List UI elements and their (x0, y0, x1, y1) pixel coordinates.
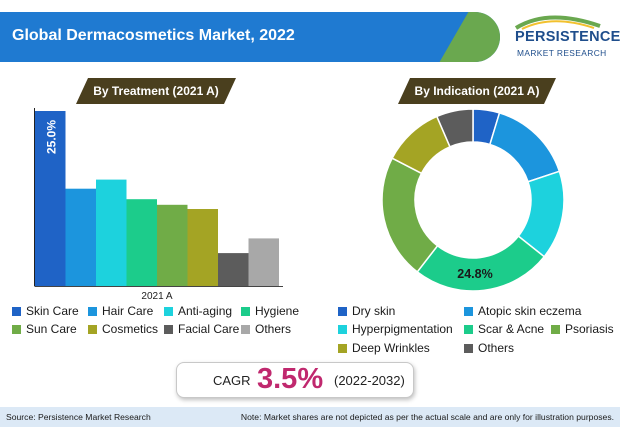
donut-slice-atopic-skin-eczema (488, 112, 561, 183)
legend-label-deep-wrinkles: Deep Wrinkles (352, 341, 430, 355)
legend-item-others: Others (464, 341, 514, 355)
footer-source: Source: Persistence Market Research (6, 412, 151, 422)
legend-swatch-dry-skin (338, 306, 347, 316)
cagr-box: CAGR 3.5% (2022-2032) (176, 362, 414, 398)
legend-swatch-psoriasis (551, 324, 560, 334)
treatment-section-banner: By Treatment (2021 A) (76, 78, 236, 104)
legend-swatch-anti-aging (164, 306, 173, 316)
legend-item-hair-care: Hair Care (88, 304, 153, 318)
legend-label-hygiene: Hygiene (255, 304, 300, 318)
logo-name: PERSISTENCE (515, 29, 620, 45)
legend-label-others: Others (255, 322, 292, 336)
legend-item-hyperpigmentation: Hyperpigmentation (338, 322, 453, 336)
legend-swatch-sun-care (12, 324, 21, 334)
legend-label-cosmetics: Cosmetics (102, 322, 159, 336)
legend-label-dry-skin: Dry skin (352, 304, 396, 318)
legend-swatch-hair-care (88, 306, 97, 316)
footer-note: Note: Market shares are not depicted as … (240, 412, 614, 422)
legend-label-anti-aging: Anti-aging (178, 304, 233, 318)
bar-chart-x-label: 2021 A (141, 291, 172, 302)
legend-label-facial-care: Facial Care (178, 322, 240, 336)
legend-item-deep-wrinkles: Deep Wrinkles (338, 341, 430, 355)
cagr-value: 3.5% (257, 363, 324, 395)
page-title: Global Dermacosmetics Market, 2022 (12, 27, 295, 44)
donut-data-label-scar-and-acne: 24.8% (457, 267, 492, 281)
legend-swatch-skin-care (12, 306, 21, 316)
bar-facial-care (218, 253, 249, 286)
footer: Source: Persistence Market Research Note… (0, 407, 620, 427)
legend-item-atopic-skin-eczema: Atopic skin eczema (464, 304, 581, 318)
legend-label-skin-care: Skin Care (26, 304, 79, 318)
bar-data-label-skin-care: 25.0% (44, 120, 58, 154)
legend-item-others: Others (241, 322, 291, 336)
donut-slice-others (435, 108, 474, 148)
legend-swatch-hyperpigmentation (338, 324, 347, 334)
legend-item-dry-skin: Dry skin (338, 304, 395, 318)
legend-swatch-others (241, 324, 250, 334)
bar-sun-care (157, 204, 188, 286)
legend-swatch-scar-and-acne (464, 324, 473, 334)
legend-label-atopic-skin-eczema: Atopic skin eczema (478, 304, 582, 318)
persistence-logo: PERSISTENCE MARKET RESEARCH (508, 12, 620, 70)
bar-cosmetics (187, 209, 218, 286)
legend-label-hair-care: Hair Care (102, 304, 154, 318)
bar-anti-aging (96, 179, 127, 286)
legend-swatch-facial-care (164, 324, 173, 334)
legend-item-anti-aging: Anti-aging (164, 304, 232, 318)
bar-hair-care (65, 188, 96, 286)
legend-label-psoriasis: Psoriasis (565, 322, 614, 336)
legend-swatch-hygiene (241, 306, 250, 316)
legend-item-hygiene: Hygiene (241, 304, 299, 318)
cagr-range: (2022-2032) (334, 373, 405, 388)
legend-swatch-atopic-skin-eczema (464, 306, 473, 316)
legend-swatch-others (464, 343, 473, 353)
bar-skin-care (35, 111, 66, 286)
legend-swatch-cosmetics (88, 324, 97, 334)
cagr-label: CAGR (213, 373, 251, 388)
legend-item-skin-care: Skin Care (12, 304, 79, 318)
legend-label-others: Others (478, 341, 515, 355)
legend-label-scar-and-acne: Scar & Acne (478, 322, 545, 336)
legend-item-psoriasis: Psoriasis (551, 322, 614, 336)
bar-hygiene (126, 199, 157, 286)
indication-section-banner: By Indication (2021 A) (398, 78, 556, 104)
title-bar: Global Dermacosmetics Market, 2022 (0, 12, 500, 62)
bar-others (248, 238, 279, 286)
logo-subtitle: MARKET RESEARCH (517, 48, 607, 58)
logo-arc-icon (514, 15, 601, 30)
legend-label-sun-care: Sun Care (26, 322, 77, 336)
legend-item-sun-care: Sun Care (12, 322, 77, 336)
legend-swatch-deep-wrinkles (338, 343, 347, 353)
legend-item-cosmetics: Cosmetics (88, 322, 158, 336)
legend-item-facial-care: Facial Care (164, 322, 239, 336)
legend-label-hyperpigmentation: Hyperpigmentation (352, 322, 453, 336)
legend-item-scar-and-acne: Scar & Acne (464, 322, 544, 336)
donut-slice-psoriasis (381, 157, 439, 273)
